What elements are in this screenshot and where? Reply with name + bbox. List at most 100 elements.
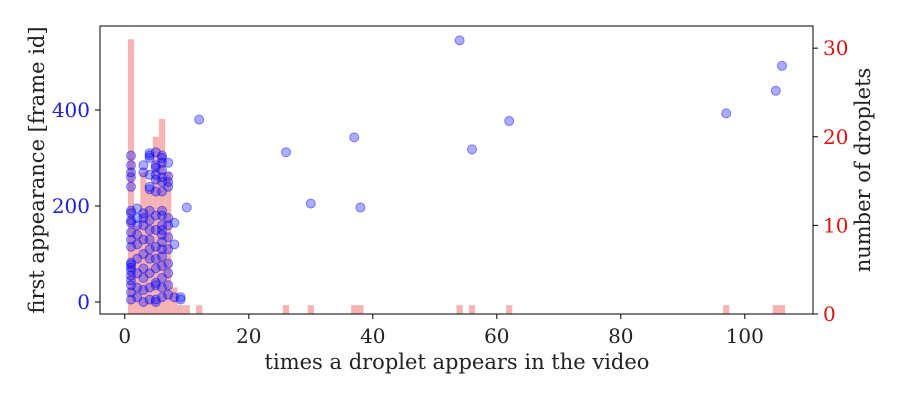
scatter-point [126, 160, 136, 171]
scatter-point [181, 202, 192, 213]
y-axis-right: 0 10 20 30 [813, 36, 848, 326]
scatter-point [144, 244, 155, 255]
plot-frame [99, 25, 814, 315]
scatter-point [150, 162, 161, 173]
scatter-point [169, 217, 180, 228]
scatter-point [163, 280, 174, 291]
y-left-tick-label: 200 [52, 194, 90, 218]
scatter-point [157, 237, 167, 247]
scatter-point [144, 294, 155, 305]
scatter-point [150, 241, 161, 252]
histogram-bar [171, 287, 178, 314]
histogram-bar [183, 305, 190, 314]
scatter-point [144, 205, 155, 216]
x-tick-label: 40 [360, 324, 385, 348]
scatter-point [144, 268, 155, 279]
scatter-point [138, 249, 149, 259]
histogram-bar [158, 119, 166, 315]
histogram-bar [772, 305, 779, 314]
scatter-point [126, 294, 136, 305]
scatter-point [349, 132, 360, 143]
x-tick-label: 60 [484, 324, 509, 348]
histogram-bar [456, 305, 463, 314]
scatter-point [454, 35, 465, 46]
scatter-point [138, 297, 149, 307]
scatter-point [150, 169, 161, 180]
scatter-point [157, 225, 167, 235]
scatter-point [163, 232, 174, 243]
scatter-point [126, 150, 136, 161]
y-axis-right-label: number of droplets [851, 68, 875, 273]
scatter-point [169, 292, 180, 303]
histogram-bar [357, 305, 364, 314]
scatter-point [132, 239, 143, 250]
scatter-point [144, 150, 155, 161]
scatter-point [126, 167, 136, 178]
scatter-point [467, 144, 477, 155]
scatter-point [721, 108, 732, 119]
scatter-point [126, 205, 136, 216]
scatter-point [132, 220, 143, 231]
scatter-point [150, 280, 161, 291]
y-right-tick-label: 30 [823, 36, 848, 60]
scatter-point [126, 215, 136, 226]
scatter-point [150, 253, 161, 264]
x-axis-label: times a droplet appears in the video [265, 350, 650, 374]
x-tick-label: 20 [236, 324, 261, 348]
scatter-point [144, 215, 155, 226]
scatter-point [157, 261, 167, 271]
y-right-tick-label: 0 [823, 302, 836, 326]
x-axis: 0 20 40 60 80 100 [118, 314, 764, 348]
scatter-point [150, 186, 161, 197]
scatter-point [138, 167, 149, 178]
scatter-point [163, 157, 174, 168]
histogram-bar [177, 305, 184, 314]
histogram-bar [152, 136, 159, 314]
histogram-bar [506, 305, 513, 314]
histogram-bar [778, 305, 786, 314]
scatter-point [126, 227, 136, 238]
scatter-point [163, 181, 174, 192]
scatter-point [150, 210, 161, 221]
scatter-point [281, 147, 291, 158]
scatter-point [157, 186, 167, 197]
scatter-point [126, 259, 136, 270]
scatter-point [132, 253, 143, 264]
scatter-point [150, 225, 161, 235]
scatter-point [157, 220, 167, 231]
scatter-point [126, 270, 136, 281]
scatter-point [144, 253, 155, 264]
scatter-point [157, 251, 167, 262]
scatter-point [132, 292, 143, 303]
scatter-point [138, 208, 149, 219]
y-left-tick-label: 400 [52, 98, 90, 122]
scatter-point [150, 147, 161, 158]
scatter-point [132, 268, 143, 279]
histogram-bar [127, 39, 135, 315]
scatter-point [144, 282, 155, 293]
scatter-point [132, 229, 143, 240]
scatter-point [150, 160, 161, 171]
scatter-point [150, 263, 161, 274]
scatter-point [770, 85, 781, 96]
scatter-point [157, 292, 167, 303]
scatter-point [150, 297, 161, 307]
scatter-point [163, 177, 174, 187]
x-tick-label: 80 [608, 324, 633, 348]
scatter-point [157, 205, 167, 216]
scatter-point [163, 268, 174, 279]
scatter-point [150, 294, 161, 305]
histogram-bar [140, 172, 147, 314]
scatter-point [126, 234, 136, 245]
scatter-point [163, 220, 174, 231]
y-right-tick-label: 10 [823, 213, 848, 237]
x-tick-label: 0 [118, 324, 131, 348]
scatter-point [144, 153, 155, 163]
scatter-point [777, 60, 787, 71]
scatter-point [126, 241, 136, 252]
scatter-point [355, 202, 366, 213]
scatter-point [144, 184, 155, 195]
y-axis-left: 0 200 400 [52, 98, 100, 314]
scatter-point [163, 258, 174, 269]
scatter-point [132, 282, 143, 293]
